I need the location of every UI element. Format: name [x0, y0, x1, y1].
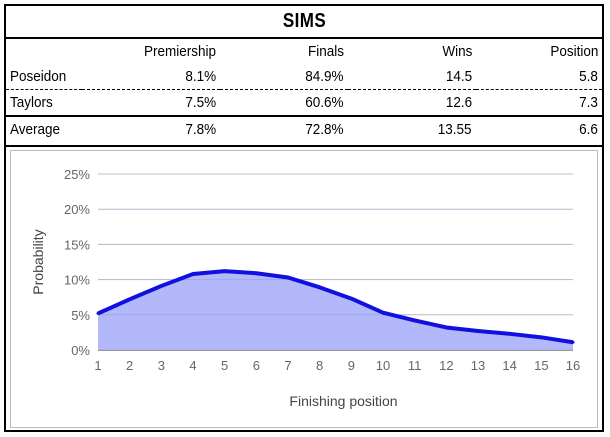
section-divider	[6, 145, 602, 147]
x-tick-label: 3	[158, 358, 165, 373]
data-point	[349, 297, 353, 301]
data-point	[286, 275, 290, 279]
data-point	[413, 318, 417, 322]
x-tick-label: 16	[566, 358, 580, 373]
row-premiership: 7.8%	[185, 121, 216, 138]
row-name: Taylors	[6, 89, 82, 117]
row-premiership: 8.1%	[82, 64, 220, 90]
row-wins: 14.5	[348, 64, 476, 90]
y-tick-label: 15%	[64, 237, 90, 252]
data-point	[539, 335, 543, 339]
x-tick-label: 15	[534, 358, 548, 373]
row-finals: 72.8%	[305, 121, 344, 138]
row-finals: 84.9%	[220, 64, 348, 90]
x-tick-label: 10	[376, 358, 390, 373]
stats-table: Premiership Finals Wins Position Poseido…	[6, 39, 602, 142]
table-header-row: Premiership Finals Wins Position	[6, 39, 602, 64]
x-tick-label: 9	[348, 358, 355, 373]
x-tick-label: 12	[439, 358, 453, 373]
table-row: Poseidon 8.1% 84.9% 14.5 5.8	[6, 64, 602, 90]
x-tick-label: 14	[502, 358, 516, 373]
x-tick-label: 8	[316, 358, 323, 373]
x-tick-label: 2	[126, 358, 133, 373]
data-point	[223, 269, 227, 273]
data-point	[128, 297, 132, 301]
data-point	[476, 329, 480, 333]
data-point	[318, 285, 322, 289]
header-blank	[6, 39, 82, 64]
series-line	[97, 269, 574, 345]
data-point	[571, 340, 575, 344]
y-tick-label: 0%	[71, 343, 90, 358]
row-wins: 12.6	[348, 89, 476, 117]
data-point	[381, 311, 385, 315]
x-tick-label: 4	[189, 358, 196, 373]
data-point	[159, 284, 163, 288]
row-wins: 13.55	[438, 121, 472, 138]
row-position: 7.3	[476, 89, 602, 117]
row-position: 5.8	[476, 64, 602, 90]
row-position: 6.6	[579, 121, 598, 138]
data-point	[191, 272, 195, 276]
sims-panel: SIMS Premiership Finals Wins Position Po…	[4, 4, 604, 432]
x-tick-label: 1	[94, 358, 101, 373]
panel-title: SIMS	[6, 6, 602, 39]
table-row: Taylors 7.5% 60.6% 12.6 7.3	[6, 89, 602, 117]
data-point	[96, 311, 100, 315]
header-finals: Finals	[307, 43, 344, 60]
x-tick-label: 7	[284, 358, 291, 373]
header-position: Position	[549, 43, 598, 60]
row-premiership: 7.5%	[82, 89, 220, 117]
y-tick-label: 10%	[64, 273, 90, 288]
header-premiership: Premiership	[143, 43, 216, 60]
data-point	[254, 271, 258, 275]
x-tick-label: 11	[408, 358, 422, 373]
y-tick-label: 25%	[64, 167, 90, 182]
x-tick-label: 6	[253, 358, 260, 373]
row-name: Poseidon	[6, 64, 82, 90]
panel-title-text: SIMS	[282, 10, 326, 32]
chart-container: 0% 5% 10% 15% 20% 25% 1 2 3 4 5 6 7 8 9 10 11 12 13 14 15 16 F…	[10, 150, 598, 428]
row-name: Average	[10, 121, 61, 138]
data-point	[508, 332, 512, 336]
x-axis-label: Finishing position	[289, 393, 397, 409]
table-row: Average 7.8% 72.8% 13.55 6.6	[6, 116, 602, 142]
y-axis-label: Probability	[30, 229, 46, 294]
x-tick-label: 5	[221, 358, 228, 373]
x-tick-label: 13	[471, 358, 485, 373]
row-finals: 60.6%	[220, 89, 348, 117]
y-tick-label: 20%	[64, 202, 90, 217]
y-tick-label: 5%	[71, 308, 90, 323]
header-wins: Wins	[441, 43, 472, 60]
data-point	[444, 325, 448, 329]
probability-chart: 0%5%10%15%20%25%1 2 3 4 5 6 7 8 9 10 11 12 13 14 15 16F…	[30, 167, 580, 409]
